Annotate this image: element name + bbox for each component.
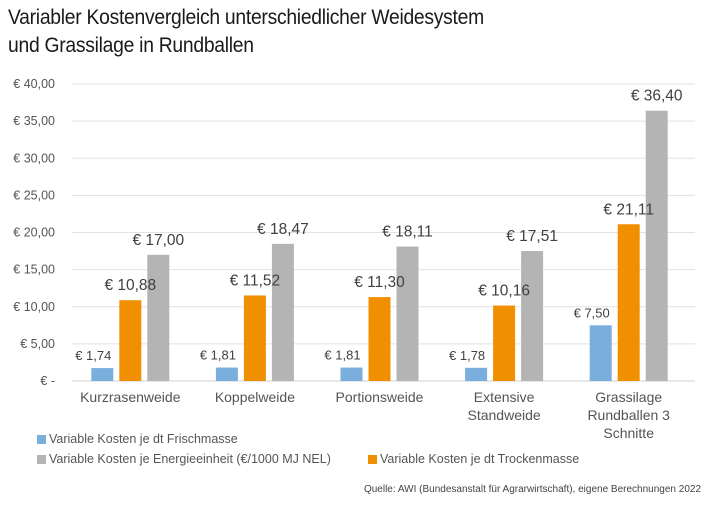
bar xyxy=(119,300,142,381)
data-label: € 11,52 xyxy=(230,272,281,289)
bar xyxy=(493,305,516,381)
legend-item-frischmasse: Variable Kosten je dt Frischmasse xyxy=(37,432,238,446)
legend-swatch-trockenmasse xyxy=(368,454,377,464)
y-tick-label: € 40,00 xyxy=(13,77,55,91)
bar xyxy=(147,254,170,381)
y-tick-label: € - xyxy=(40,374,55,388)
data-label: € 1,81 xyxy=(324,348,360,363)
data-label: € 1,74 xyxy=(75,348,111,363)
category-label: Portionsweide xyxy=(336,389,424,405)
bar xyxy=(91,368,114,381)
data-label: € 21,11 xyxy=(603,201,654,218)
y-tick-label: € 15,00 xyxy=(13,263,55,277)
bar xyxy=(368,297,391,381)
bar xyxy=(521,250,544,381)
y-tick-label: € 35,00 xyxy=(13,114,55,128)
legend-item-energieeinheit: Variable Kosten je Energieeinheit (€/100… xyxy=(37,452,331,466)
category-label: Koppelweide xyxy=(215,389,295,405)
data-label: € 17,51 xyxy=(506,228,558,245)
data-label: € 18,11 xyxy=(382,224,433,241)
bar xyxy=(617,224,640,381)
chart-title-line-1: Variabler Kostenvergleich unterschiedlic… xyxy=(8,6,484,29)
source-note: Quelle: AWI (Bundesanstalt für Agrarwirt… xyxy=(363,484,701,495)
bar xyxy=(340,367,363,381)
y-tick-label: € 5,00 xyxy=(20,337,55,351)
bar xyxy=(589,325,612,381)
legend-label-trockenmasse: Variable Kosten je dt Trockenmasse xyxy=(380,452,580,466)
legend-swatch-energieeinheit xyxy=(37,454,46,464)
data-labels: € 1,74 € 10,88 € 17,00 € 1,81 € 11,52 € 18,47… xyxy=(75,88,683,363)
category-label: Kurzrasenweide xyxy=(80,389,181,405)
chart-title-line-2: und Grassilage in Rundballen xyxy=(8,34,254,57)
legend-item-trockenmasse: Variable Kosten je dt Trockenmasse xyxy=(368,452,579,466)
bar xyxy=(645,110,668,381)
legend-label-frischmasse: Variable Kosten je dt Frischmasse xyxy=(49,432,238,446)
data-label: € 1,78 xyxy=(449,348,485,363)
category-label: Extensive xyxy=(474,389,535,405)
bar xyxy=(243,295,266,381)
bars xyxy=(91,110,668,381)
y-tick-label: € 25,00 xyxy=(13,188,55,202)
legend-label-energieeinheit: Variable Kosten je Energieeinheit (€/100… xyxy=(49,452,331,466)
bar xyxy=(465,367,488,381)
data-label: € 10,88 xyxy=(104,277,156,294)
legend-swatch-frischmasse xyxy=(37,434,46,444)
y-tick-label: € 20,00 xyxy=(13,226,55,240)
data-label: € 36,40 xyxy=(631,88,683,105)
data-label: € 10,16 xyxy=(478,283,530,300)
y-tick-label: € 30,00 xyxy=(13,151,55,165)
bar xyxy=(271,243,294,381)
category-label: Schnitte xyxy=(603,425,654,441)
data-label: € 11,30 xyxy=(354,274,405,291)
data-label: € 7,50 xyxy=(574,305,610,320)
category-label: Grassilage xyxy=(595,389,662,405)
bar xyxy=(215,367,238,381)
category-label: Standweide xyxy=(468,407,541,423)
chart-title: Variabler Kostenvergleich unterschiedlic… xyxy=(8,4,484,60)
data-label: € 17,00 xyxy=(132,232,184,249)
data-label: € 1,81 xyxy=(200,348,236,363)
category-labels: Kurzrasenweide Koppelweide Portionsweide Ex… xyxy=(80,389,670,441)
y-axis-ticks: € - € 5,00 € 10,00 € 15,00 € 20,00 € 25,00 € 3… xyxy=(13,77,55,388)
bar xyxy=(396,246,419,381)
y-tick-label: € 10,00 xyxy=(13,300,55,314)
category-label: Rundballen 3 xyxy=(587,407,670,423)
data-label: € 18,47 xyxy=(257,221,309,238)
